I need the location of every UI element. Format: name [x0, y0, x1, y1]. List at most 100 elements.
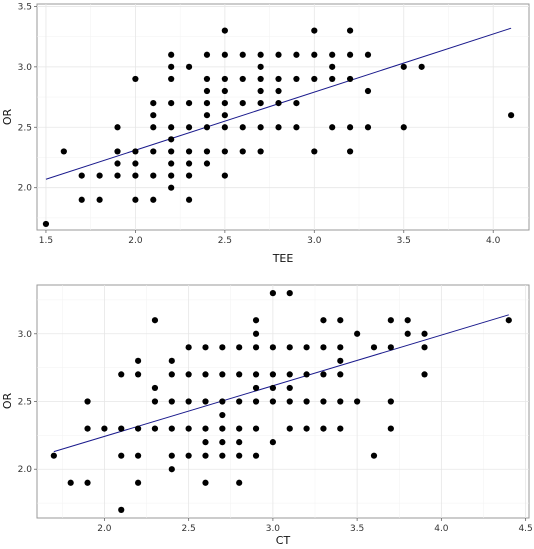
- data-point: [400, 124, 407, 131]
- data-point: [329, 51, 336, 58]
- data-point: [203, 112, 211, 119]
- data-point: [221, 148, 228, 155]
- data-point: [257, 87, 264, 95]
- data-point: [96, 196, 103, 203]
- data-point: [168, 63, 175, 70]
- data-point: [132, 160, 139, 167]
- data-point: [346, 148, 354, 155]
- data-point: [257, 148, 264, 155]
- data-point: [134, 357, 142, 364]
- data-point: [168, 172, 175, 179]
- data-point: [168, 466, 175, 473]
- y-tick-label: 3.0: [18, 330, 33, 340]
- data-point: [185, 100, 193, 107]
- data-point: [236, 344, 243, 351]
- data-point: [303, 371, 310, 378]
- data-point: [219, 439, 226, 446]
- y-tick-label: 2.5: [18, 123, 32, 133]
- grid-lines: [37, 285, 529, 518]
- data-point: [132, 172, 139, 179]
- data-point: [168, 184, 175, 191]
- data-point: [185, 148, 193, 155]
- data-point: [132, 75, 139, 83]
- data-point: [151, 384, 159, 392]
- data-point: [311, 27, 318, 34]
- x-tick-label: 2.5: [181, 524, 195, 534]
- data-point: [329, 124, 336, 131]
- data-point: [185, 398, 192, 405]
- data-point: [275, 51, 282, 58]
- data-point: [150, 112, 157, 119]
- data-point: [150, 172, 157, 179]
- data-point: [239, 124, 246, 131]
- data-point: [202, 479, 209, 486]
- data-point: [150, 196, 157, 203]
- data-point: [219, 344, 226, 351]
- data-point: [293, 51, 300, 58]
- data-point: [219, 371, 226, 378]
- data-point: [257, 100, 264, 107]
- data-point: [303, 398, 310, 405]
- grid-lines: [37, 4, 529, 230]
- data-point: [275, 100, 282, 107]
- plot-area: [36, 3, 530, 231]
- data-point: [219, 452, 226, 459]
- data-point: [96, 172, 103, 179]
- data-point: [78, 196, 85, 203]
- data-point: [168, 75, 175, 83]
- data-point: [257, 124, 264, 131]
- data-point: [337, 371, 344, 378]
- data-point: [421, 330, 428, 337]
- data-point: [134, 452, 142, 459]
- data-point: [78, 172, 85, 179]
- data-point: [219, 425, 226, 432]
- data-point: [221, 75, 228, 83]
- data-point: [203, 51, 211, 58]
- data-point: [275, 124, 282, 131]
- data-point: [303, 425, 310, 432]
- data-point: [236, 439, 243, 446]
- data-point: [239, 75, 246, 83]
- data-point: [320, 398, 327, 405]
- data-point: [134, 479, 142, 486]
- data-point: [354, 330, 361, 337]
- data-point: [257, 51, 264, 58]
- data-point: [84, 425, 91, 432]
- data-point: [236, 398, 243, 405]
- data-point: [257, 75, 264, 83]
- data-point: [185, 160, 193, 167]
- data-point: [236, 479, 243, 486]
- x-tick-label: 1.5: [39, 236, 53, 246]
- y-tick-label: 3.5: [18, 2, 32, 12]
- data-point: [387, 344, 394, 351]
- scatter-panel-tee: 1.5 2.0 2.5 3.0 3.5 4.0 2.0 2.5 3.0 3.5 TEE OR: [1, 2, 530, 265]
- data-point: [202, 439, 209, 446]
- data-point: [303, 344, 310, 351]
- data-point: [286, 398, 293, 405]
- data-point: [337, 425, 344, 432]
- data-point: [370, 344, 378, 351]
- data-point: [221, 27, 228, 34]
- data-point: [114, 160, 121, 167]
- x-tick-label: 2.0: [97, 524, 112, 534]
- data-point: [421, 344, 428, 351]
- data-point: [114, 172, 121, 179]
- data-point: [114, 148, 121, 155]
- data-point: [118, 425, 125, 432]
- y-tick-label: 2.5: [18, 398, 32, 408]
- y-axis-title: OR: [1, 392, 14, 409]
- data-point: [221, 172, 228, 179]
- data-point: [370, 452, 378, 459]
- data-point: [203, 160, 211, 167]
- data-point: [150, 100, 157, 107]
- data-point: [252, 398, 260, 405]
- data-point: [203, 148, 211, 155]
- data-point: [337, 344, 344, 351]
- data-point: [185, 452, 192, 459]
- regression-line: [53, 314, 509, 453]
- data-point: [221, 51, 228, 58]
- tick-labels: 1.5 2.0 2.5 3.0 3.5 4.0 2.0 2.5 3.0 3.5: [18, 2, 501, 246]
- data-point: [202, 344, 209, 351]
- data-point: [320, 371, 327, 378]
- data-point: [236, 452, 243, 459]
